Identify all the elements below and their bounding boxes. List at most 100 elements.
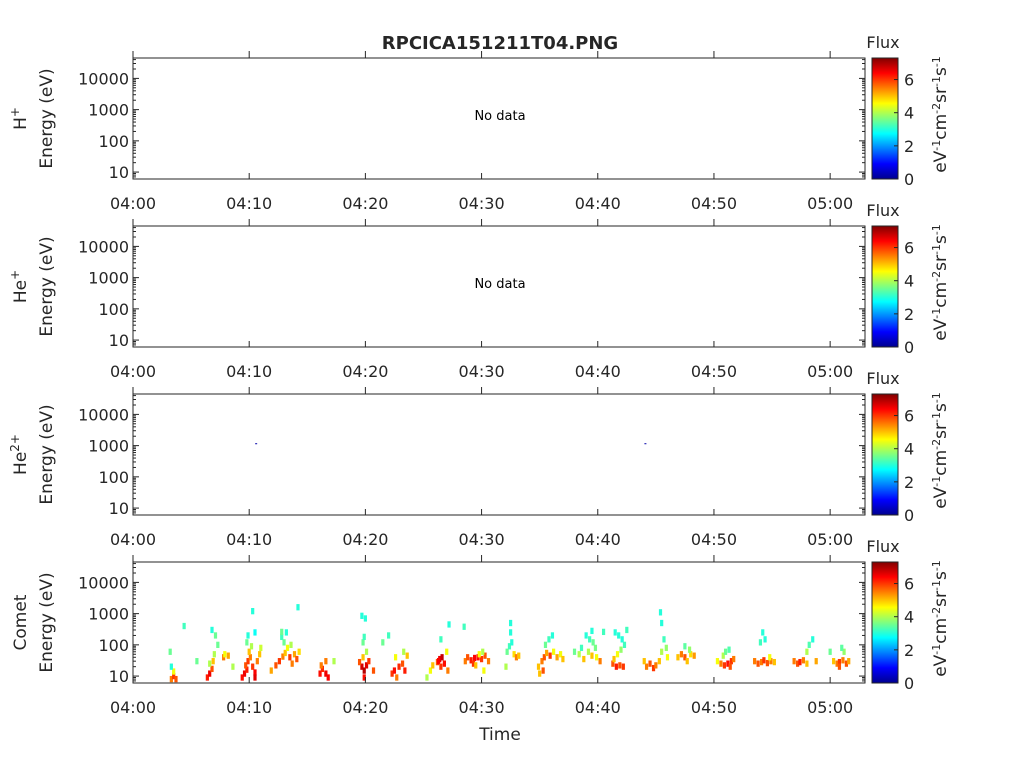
heatmap-cell: [471, 660, 476, 667]
colorbar-tick-label: 6: [904, 239, 914, 258]
colorbar-gradient: [871, 57, 899, 180]
heatmap-cell: [676, 654, 680, 661]
colorbar-tick-label: 6: [904, 407, 914, 426]
x-tick-label: 04:20: [342, 194, 388, 213]
y-tick-label: 1000: [88, 101, 129, 120]
heatmap-cell: [169, 675, 173, 683]
species-label: H+: [8, 107, 31, 130]
heatmap-cell: [832, 658, 836, 665]
unit-part: s: [931, 235, 951, 244]
y-tick-label: 10000: [78, 405, 129, 424]
heatmap-cell: [481, 648, 485, 655]
heatmap-cell: [612, 655, 616, 663]
colorbar-gradient: [871, 225, 899, 348]
heatmap-cell: [210, 626, 214, 634]
heatmap-cell: [505, 648, 509, 655]
colorbar-tick-label: 4: [904, 272, 914, 291]
colorbar-unit-label: eV-1cm-2sr-1s-1: [930, 224, 952, 341]
unit-part: eV: [931, 150, 951, 172]
heatmap-cell: [466, 654, 470, 661]
heatmap-cell: [211, 658, 215, 665]
x-tick-label: 04:10: [226, 362, 272, 381]
heatmap-cell: [205, 674, 209, 681]
heatmap-cell: [479, 655, 484, 663]
y-tick-label: 10: [109, 163, 129, 182]
heatmap-cell: [763, 636, 767, 643]
heatmap-cell: [590, 627, 594, 635]
heatmap-cell: [251, 608, 255, 615]
heatmap-cell: [517, 652, 521, 659]
heatmap-cell: [792, 658, 796, 665]
heatmap-cell: [538, 670, 542, 677]
heatmap-cell: [679, 651, 684, 658]
x-tick-label: 05:00: [807, 362, 853, 381]
heatmap-cell: [811, 636, 815, 643]
y-tick-label: 100: [98, 300, 129, 319]
heatmap-cell: [842, 648, 846, 655]
heatmap-cell: [326, 674, 330, 681]
heatmap-cell: [807, 641, 811, 648]
heatmap-cell: [593, 644, 598, 652]
x-tick-label: 05:00: [807, 194, 853, 213]
heatmap-cell: [436, 658, 441, 665]
heatmap-cell: [483, 652, 487, 659]
heatmap-cell: [486, 658, 491, 665]
heatmap-cells: [168, 604, 851, 683]
heatmap-cell: [253, 629, 257, 636]
x-tick-label: 04:00: [110, 194, 156, 213]
unit-exponent: -2: [930, 439, 943, 450]
heatmap-cell: [292, 651, 297, 658]
heatmap-cell: [210, 665, 214, 673]
colorbar-tick-label: 6: [904, 575, 914, 594]
heatmap-cell: [689, 651, 693, 658]
unit-exponent: -1: [930, 644, 943, 655]
heatmap-cell: [692, 652, 696, 659]
species-name: Comet: [11, 594, 31, 650]
heatmap-cell: [281, 653, 285, 660]
heatmap-cell: [558, 651, 563, 658]
colorbar-title: Flux: [866, 201, 899, 220]
heatmap-cell: [536, 663, 541, 670]
heatmap-cell: [226, 652, 230, 659]
heatmap-cell: [572, 648, 577, 655]
energy-axis-label: Energy (eV): [37, 404, 57, 504]
heatmap-cell: [172, 668, 176, 675]
heatmap-cell: [721, 652, 725, 659]
x-tick-label: 04:40: [575, 362, 621, 381]
heatmap-cell: [509, 629, 513, 636]
heatmap-cell: [324, 670, 328, 677]
x-tick-label: 04:30: [459, 362, 505, 381]
heatmap-cell: [847, 658, 851, 665]
heatmap-cell: [753, 658, 757, 665]
species-charge: +: [8, 107, 22, 117]
heatmap-cell: [622, 641, 627, 648]
heatmap-cell: [362, 633, 366, 641]
heatmap-cell: [540, 658, 544, 665]
heatmap-cell: [509, 619, 513, 627]
heatmap-cell: [759, 658, 764, 666]
heatmap-cell: [550, 632, 555, 639]
heatmap-cell: [363, 615, 367, 622]
heatmap-cell: [722, 662, 727, 669]
heatmap-cell: [269, 667, 273, 674]
heatmap-cell: [507, 643, 512, 650]
species-label: He+: [8, 270, 31, 303]
unit-part: cm: [931, 618, 951, 644]
heatmap-cell: [844, 660, 849, 667]
heatmap-cell: [772, 658, 776, 666]
y-tick-label: 1000: [88, 605, 129, 624]
heatmap-cell: [588, 636, 592, 643]
unit-exponent: -1: [930, 308, 943, 319]
heatmap-cell: [685, 658, 689, 665]
chart-title: RPCICA151211T04.PNG: [382, 33, 618, 54]
unit-part: sr: [931, 255, 951, 271]
heatmap-cell: [390, 670, 394, 677]
heatmap-cell: [174, 675, 178, 683]
heatmap-cell: [664, 644, 668, 652]
heatmap-cell: [360, 663, 364, 670]
unit-part: cm: [931, 114, 951, 140]
unit-exponent: -1: [930, 580, 943, 591]
heatmap-cell: [642, 658, 646, 665]
